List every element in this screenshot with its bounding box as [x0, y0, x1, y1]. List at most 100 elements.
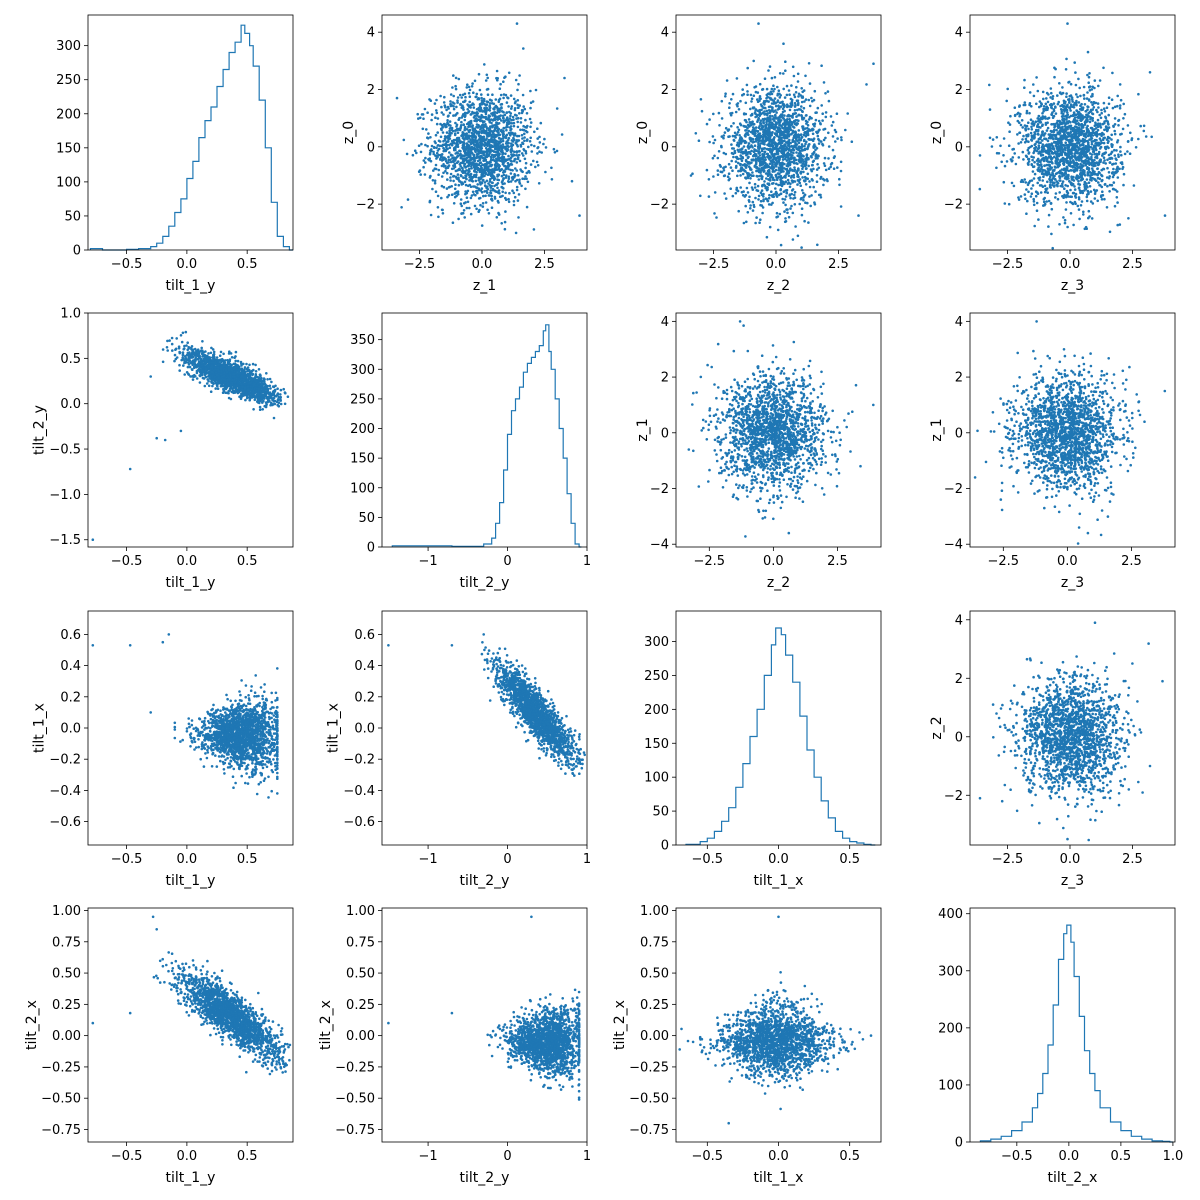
scatter-point [797, 129, 801, 132]
scatter-point [754, 115, 757, 119]
scatter-point [1017, 156, 1021, 159]
scatter-point [514, 141, 518, 145]
scatter-point [782, 123, 786, 126]
scatter-point [1030, 163, 1033, 166]
scatter-point [436, 117, 440, 120]
scatter-point [729, 166, 733, 169]
scatter-point [793, 120, 796, 123]
scatter-point [502, 130, 505, 133]
scatter-point [745, 83, 749, 87]
scatter-point [456, 191, 460, 195]
scatter-point [1054, 112, 1058, 115]
scatter-point [1093, 197, 1097, 200]
scatter-point [448, 111, 452, 115]
scatter-point [1098, 147, 1102, 150]
scatter-point [742, 169, 745, 172]
scatter-point [988, 83, 991, 87]
scatter-point [453, 156, 456, 160]
scatter-point [487, 212, 491, 215]
scatter-point [429, 99, 433, 102]
scatter-point [1027, 190, 1030, 194]
scatter-point [479, 203, 482, 207]
scatter-point [468, 175, 471, 179]
scatter-point [783, 114, 786, 117]
scatter-point [504, 93, 508, 97]
scatter-point [512, 134, 516, 137]
scatter-point [804, 119, 808, 123]
scatter-point [469, 140, 473, 144]
scatter-point [742, 221, 746, 225]
scatter-point [431, 179, 435, 182]
scatter-point [431, 187, 434, 191]
scatter-point [1039, 126, 1042, 129]
scatter-point [448, 151, 451, 154]
scatter-point [803, 131, 806, 134]
scatter-point [1031, 170, 1035, 173]
scatter-point [490, 102, 494, 105]
scatter-point [429, 213, 433, 217]
scatter-point [446, 165, 450, 169]
scatter-point [713, 138, 717, 142]
scatter-point [480, 224, 484, 227]
y-tick-label: 4 [367, 26, 375, 41]
scatter-point [497, 178, 501, 182]
scatter-point [1065, 95, 1068, 98]
scatter-point [466, 189, 470, 193]
scatter-point [794, 131, 797, 134]
scatter-point [476, 98, 480, 101]
scatter-point [1033, 147, 1036, 150]
scatter-point [1065, 201, 1068, 204]
scatter-point [1054, 67, 1057, 71]
scatter-point [790, 150, 793, 154]
scatter-point [478, 208, 481, 212]
scatter-point [523, 107, 527, 111]
scatter-point [497, 213, 501, 216]
scatter-point [722, 134, 726, 137]
scatter-point [415, 151, 418, 155]
scatter-point [491, 188, 495, 192]
scatter-point [802, 170, 805, 174]
scatter-point [472, 106, 476, 109]
y-tick-label: 0 [367, 140, 375, 155]
scatter-point [802, 198, 805, 202]
scatter-point [1006, 87, 1009, 91]
scatter-point [770, 87, 774, 91]
scatter-point [785, 93, 789, 97]
scatter-point [784, 60, 787, 63]
scatter-point [1051, 97, 1054, 100]
scatter-point [850, 140, 854, 143]
scatter-point [459, 149, 462, 153]
scatter-point [448, 185, 452, 189]
scatter-point [508, 117, 512, 120]
scatter-point [442, 101, 446, 104]
scatter-point [463, 118, 467, 122]
scatter-point [784, 167, 788, 171]
scatter-point [752, 132, 755, 135]
scatter-point [496, 186, 499, 190]
scatter-point [505, 149, 509, 153]
scatter-point [1058, 223, 1061, 226]
scatter-point [746, 156, 750, 160]
scatter-point [1087, 75, 1091, 79]
scatter-point [1102, 66, 1105, 70]
scatter-point [1020, 119, 1024, 122]
scatter-point [533, 144, 536, 148]
scatter-point [785, 188, 789, 192]
scatter-point [1096, 102, 1100, 105]
scatter-point [411, 153, 415, 157]
scatter-point [793, 159, 796, 162]
scatter-point [824, 168, 828, 172]
scatter-point [518, 159, 522, 163]
scatter-point [1088, 120, 1092, 124]
scatter-point [722, 169, 726, 172]
scatter-point [799, 133, 803, 136]
scatter-point [1113, 148, 1116, 152]
scatter-point [501, 182, 505, 186]
scatter-point [512, 203, 516, 207]
scatter-point [796, 234, 800, 238]
scatter-point [1030, 128, 1034, 131]
scatter-point [483, 184, 487, 187]
scatter-point [1096, 118, 1100, 122]
scatter-point [1030, 125, 1033, 129]
scatter-point [1091, 150, 1095, 154]
